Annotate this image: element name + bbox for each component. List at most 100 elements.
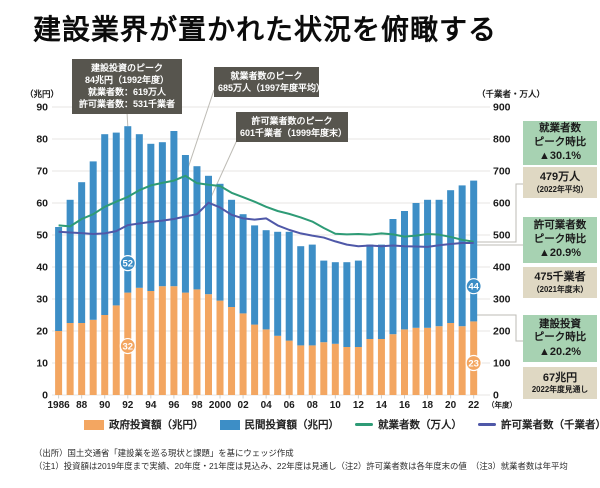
bar-government — [66, 323, 74, 395]
annotation-line: 601千業者（1999年度末） — [240, 128, 348, 139]
bar-private — [297, 246, 305, 346]
svg-text:80: 80 — [36, 134, 48, 146]
svg-text:700: 700 — [493, 166, 511, 178]
bar-government — [193, 289, 201, 395]
svg-text:100: 100 — [493, 358, 511, 370]
bar-private — [112, 132, 120, 306]
bar-value-labels: 52 32 44 23 — [119, 255, 482, 372]
badge-subtitle: ピーク時比 — [533, 135, 587, 148]
bar-private — [262, 230, 270, 330]
badge-delta: ▲30.1% — [538, 150, 582, 163]
badge-title: 許可業者数 — [533, 219, 587, 232]
badge-value: 67兆円 — [542, 371, 578, 384]
legend-item-licensed: 許可業者数（千業者） — [478, 417, 600, 432]
svg-text:52: 52 — [122, 259, 133, 270]
badge-investment-peak-ratio: 建設投資 ピーク時比 ▲20.2% — [523, 315, 597, 362]
page-title: 建設業界が置かれた状況を俯瞰する — [33, 14, 498, 45]
svg-text:23: 23 — [468, 358, 479, 369]
bar-private — [251, 225, 259, 325]
bar-private — [239, 214, 247, 314]
value-bubble — [119, 337, 136, 355]
annotation-line: 許可業者数のピーク — [251, 116, 333, 126]
value-bubble — [465, 354, 482, 372]
bar-private — [181, 155, 189, 293]
bar-government — [55, 331, 63, 395]
bar-government — [331, 343, 339, 395]
bar-private — [412, 203, 420, 328]
annotation-workers-peak: 就業者数のピーク 685万人（1997年度平均） — [214, 67, 326, 98]
svg-text:2000: 2000 — [209, 400, 232, 411]
source-note: （出所）国土交通省「建設業を巡る現状と課題」を基にウェッジ作成 — [34, 448, 294, 458]
svg-text:0: 0 — [42, 390, 48, 402]
bar-private — [331, 262, 339, 344]
bar-private — [447, 190, 455, 323]
bar-government — [285, 340, 293, 395]
bar-private — [389, 219, 397, 335]
annotation-investment-peak: 建設投資のピーク 84兆円（1992年度） 就業者数：619万人 許可業者数：5… — [72, 59, 182, 114]
svg-text:10: 10 — [330, 400, 342, 411]
bar-private — [89, 161, 97, 320]
bar-government — [389, 334, 397, 395]
bar-private — [228, 199, 236, 307]
bar-government — [458, 326, 466, 395]
bar-government — [181, 292, 189, 395]
bar-government — [274, 335, 282, 395]
svg-text:94: 94 — [145, 400, 157, 411]
value-bubble — [119, 255, 136, 272]
bar-private — [308, 244, 316, 346]
bar-private — [101, 134, 109, 315]
bar-government — [366, 339, 374, 395]
svg-text:300: 300 — [493, 294, 511, 306]
bar-government — [158, 286, 166, 395]
badge-note: 2022年度見通し — [531, 385, 589, 395]
bar-government — [135, 287, 143, 395]
annotation-line: 685万人（1997年度平均） — [218, 83, 326, 94]
svg-text:16: 16 — [399, 400, 411, 411]
line-licensed — [58, 201, 474, 248]
svg-text:90: 90 — [99, 400, 111, 411]
svg-text:40: 40 — [36, 262, 48, 274]
bar-government — [216, 300, 224, 395]
bar-government — [251, 324, 259, 395]
svg-text:20: 20 — [445, 400, 457, 411]
private-bar-swatch-icon — [219, 419, 240, 430]
svg-text:08: 08 — [307, 400, 319, 411]
bar-government — [435, 326, 443, 395]
bar-government — [89, 319, 97, 395]
workers-line-swatch-icon — [355, 423, 373, 426]
bar-private — [204, 175, 212, 295]
bar-private — [285, 231, 293, 341]
bar-private — [124, 126, 132, 293]
svg-text:10: 10 — [36, 358, 48, 370]
svg-text:92: 92 — [122, 400, 134, 411]
bar-government — [401, 329, 408, 395]
annotation-connectors — [126, 89, 523, 342]
line-workers — [58, 174, 474, 243]
badge-note: （2021年度末） — [531, 284, 589, 294]
footer-notes: （出所）国土交通省「建設業を巡る現状と課題」を基にウェッジ作成 （注1）投資額は… — [34, 447, 568, 474]
x-axis: 1986 88 90 92 94 96 98 2000 02 04 06 08 10 12 14 16 18 20… — [47, 395, 517, 411]
badge-licensed-peak-ratio: 許可業者数 ピーク時比 ▲20.9% — [523, 217, 597, 263]
bar-government — [412, 327, 420, 395]
badge-subtitle: ピーク時比 — [533, 331, 587, 344]
svg-text:96: 96 — [168, 400, 180, 411]
annotation-line: 就業者数：619万人 — [87, 87, 167, 98]
badge-title: 建設投資 — [539, 317, 581, 330]
svg-text:32: 32 — [122, 341, 133, 352]
svg-text:70: 70 — [36, 166, 48, 178]
bar-government — [147, 291, 155, 395]
annotation-licensed-peak: 許可業者数のピーク 601千業者（1999年度末） — [236, 112, 348, 143]
bar-private — [193, 166, 201, 290]
annotation-line: 84兆円（1992年度） — [84, 75, 170, 86]
badge-licensed-current: 475千業者 （2021年度末） — [523, 267, 597, 298]
data-notes: （注1）投資額は2019年度まで実績、20年度・21年度は見込み、22年度は見通… — [34, 461, 568, 472]
bar-government — [297, 345, 305, 395]
svg-text:（千業者・万人）: （千業者・万人） — [477, 89, 545, 99]
badge-subtitle: ピーク時比 — [533, 232, 587, 245]
svg-text:50: 50 — [36, 230, 48, 242]
badge-value: 475千業者 — [534, 271, 586, 284]
svg-text:（年度）: （年度） — [487, 400, 517, 410]
bar-government — [112, 305, 120, 395]
annotation-line: 就業者数のピーク — [230, 71, 303, 81]
legend-label: 政府投資額（兆円） — [109, 419, 204, 431]
